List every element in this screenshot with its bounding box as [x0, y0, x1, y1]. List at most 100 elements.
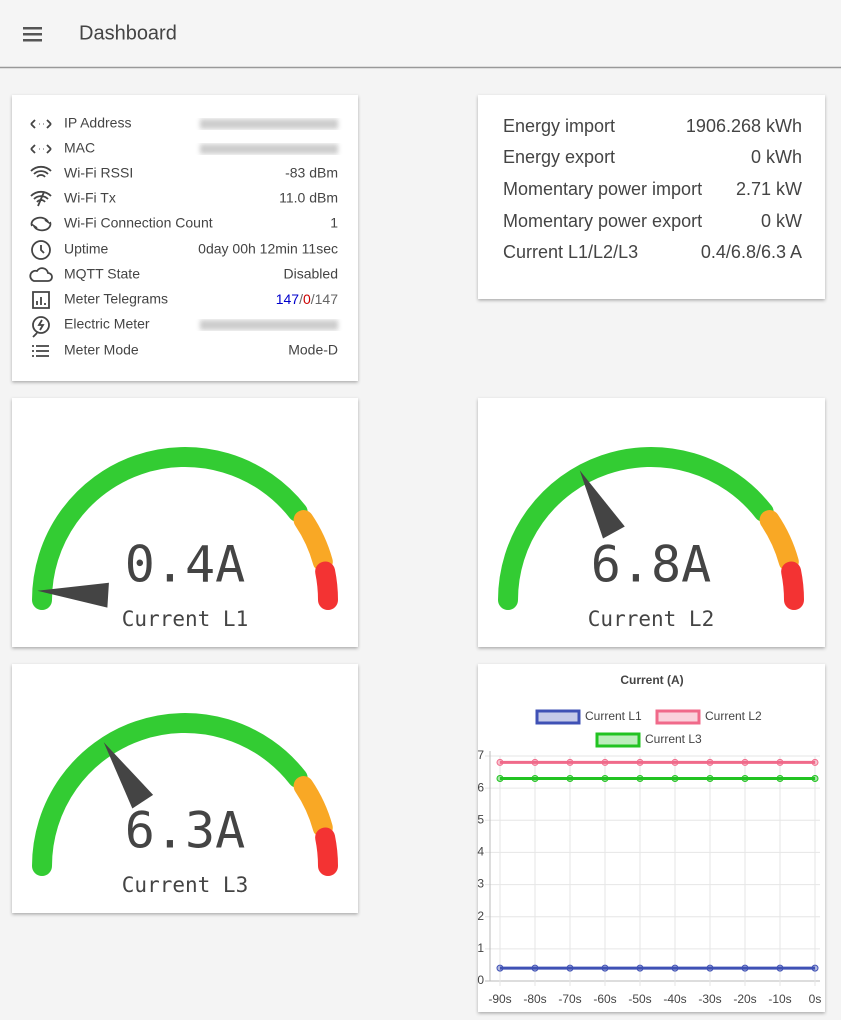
- gauge-value: 0.4A: [125, 536, 245, 594]
- point: [741, 964, 749, 972]
- page-title: Dashboard: [79, 22, 177, 44]
- x-tick-label: -50s: [628, 992, 651, 1006]
- gauge-zone: [32, 447, 308, 610]
- point: [601, 758, 609, 766]
- info-label: Electric Meter: [64, 316, 150, 332]
- energy-value: 2.71 kW: [736, 179, 802, 199]
- energy-label: Energy export: [503, 147, 615, 167]
- gauge-zone: [759, 510, 799, 572]
- point: [671, 758, 679, 766]
- menu-button[interactable]: [23, 27, 42, 42]
- info-label: Meter Telegrams: [64, 291, 168, 307]
- gauge-value: 6.3A: [125, 802, 245, 860]
- gauge-needle: [579, 470, 625, 539]
- x-tick-label: -40s: [663, 992, 686, 1006]
- point: [496, 775, 504, 782]
- x-tick-label: 0s: [809, 992, 822, 1006]
- x-tick-label: -10s: [768, 992, 791, 1006]
- point: [741, 758, 749, 766]
- info-value: 1: [330, 215, 338, 231]
- info-value: -83 dBm: [285, 165, 338, 181]
- x-tick-label: -30s: [698, 992, 721, 1006]
- row-icon: [32, 345, 49, 357]
- point: [636, 758, 644, 766]
- point: [741, 775, 749, 782]
- x-tick-label: -80s: [523, 992, 546, 1006]
- point: [496, 758, 504, 766]
- gauge-zone: [781, 561, 804, 610]
- point: [601, 775, 609, 782]
- point: [811, 758, 819, 766]
- y-tick-label: 6: [477, 780, 484, 794]
- info-card: [12, 95, 358, 381]
- blurred-value: [200, 119, 338, 129]
- point: [601, 964, 609, 972]
- app-bar: [0, 0, 841, 67]
- energy-label: Current L1/L2/L3: [503, 242, 638, 262]
- row-icon: [32, 291, 50, 309]
- info-label: MQTT State: [64, 266, 140, 282]
- x-tick-label: -20s: [733, 992, 756, 1006]
- point: [636, 964, 644, 972]
- y-tick-label: 7: [477, 748, 484, 762]
- legend-swatch: [535, 709, 581, 725]
- energy-label: Momentary power import: [503, 179, 702, 199]
- row-icon: [32, 316, 50, 338]
- value-part: 147: [276, 291, 300, 307]
- row-icon: [30, 165, 52, 178]
- row-icon: [29, 267, 53, 282]
- gauge-needle: [37, 582, 109, 608]
- value-part: /147: [311, 291, 338, 307]
- point: [706, 775, 714, 782]
- y-tick-label: 5: [477, 812, 484, 826]
- legend-label: Current L1: [585, 709, 642, 723]
- value-part: /: [299, 291, 303, 307]
- energy-value: 0.4/6.8/6.3 A: [701, 242, 802, 262]
- gauge-value: 6.8A: [591, 536, 711, 594]
- energy-label: Momentary power export: [503, 211, 702, 231]
- point: [706, 758, 714, 766]
- point: [671, 775, 679, 782]
- blurred-value: [200, 320, 338, 330]
- legend-label: Current L3: [645, 732, 702, 746]
- gauge-zone: [293, 776, 333, 838]
- point: [566, 775, 574, 782]
- info-value: Disabled: [284, 266, 338, 282]
- gauge-zone: [498, 447, 774, 610]
- info-value: 147/0/147: [276, 291, 339, 307]
- point: [811, 964, 819, 972]
- y-tick-label: 4: [477, 845, 484, 859]
- gauge-needle: [103, 742, 154, 809]
- x-tick-label: -90s: [488, 992, 511, 1006]
- info-value: Mode-D: [288, 342, 338, 358]
- point: [776, 775, 784, 782]
- gauge-zone: [293, 510, 333, 572]
- value-part: 0: [303, 291, 311, 307]
- gauge-label: Current L2: [588, 607, 714, 631]
- legend-swatch: [595, 732, 641, 748]
- point: [776, 964, 784, 972]
- y-tick-label: 3: [477, 877, 484, 891]
- point: [776, 758, 784, 766]
- gauge-label: Current L3: [122, 873, 248, 897]
- x-tick-label: -60s: [593, 992, 616, 1006]
- row-icon: [30, 190, 52, 207]
- gauge-zone: [315, 827, 338, 876]
- point: [671, 964, 679, 972]
- point: [496, 964, 504, 972]
- point: [531, 964, 539, 972]
- legend-label: Current L2: [705, 709, 762, 723]
- info-label: IP Address: [64, 115, 131, 131]
- energy-label: Energy import: [503, 116, 615, 136]
- gauge-zone: [315, 561, 338, 610]
- chart-card: [478, 664, 825, 1012]
- info-label: Wi-Fi RSSI: [64, 165, 133, 181]
- row-icon: [30, 144, 52, 154]
- info-label: Uptime: [64, 241, 109, 257]
- gauge-label: Current L1: [122, 607, 248, 631]
- info-label: Wi-Fi Connection Count: [64, 215, 213, 231]
- point: [531, 758, 539, 766]
- energy-value: 1906.268 kWh: [686, 116, 802, 136]
